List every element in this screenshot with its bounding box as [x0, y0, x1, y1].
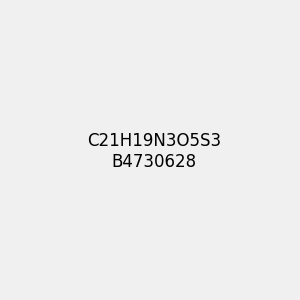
Text: C21H19N3O5S3
B4730628: C21H19N3O5S3 B4730628: [87, 132, 221, 171]
